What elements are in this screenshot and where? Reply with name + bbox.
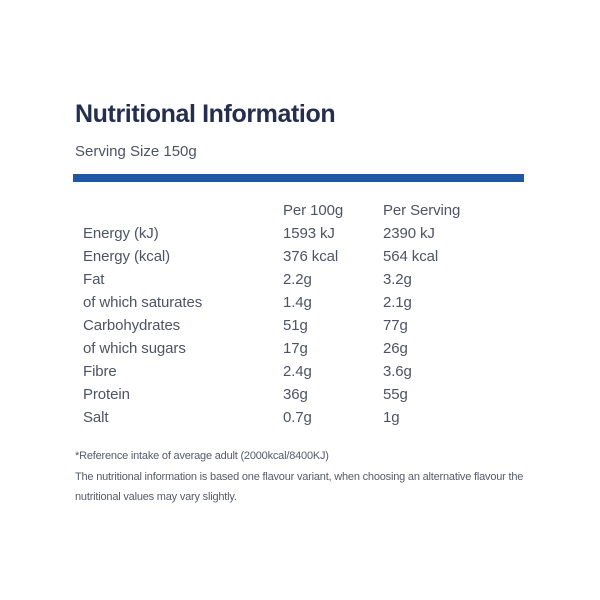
nutrition-table: Per 100g Per Serving Energy (kJ) 1593 kJ… bbox=[83, 199, 524, 429]
row-value-per-serving: 564 kcal bbox=[383, 248, 439, 265]
footnote-reference-intake: *Reference intake of average adult (2000… bbox=[75, 450, 329, 462]
row-value-per-serving: 1g bbox=[383, 409, 400, 426]
column-header-per-100g: Per 100g bbox=[283, 202, 344, 219]
row-value-per-serving: 3.2g bbox=[383, 271, 412, 288]
row-value-per-100g: 17g bbox=[283, 340, 308, 357]
row-label-saturates: of which saturates bbox=[83, 294, 203, 311]
row-value-per-100g: 36g bbox=[283, 386, 308, 403]
row-value-per-serving: 26g bbox=[383, 340, 408, 357]
row-value-per-100g: 51g bbox=[283, 317, 308, 334]
row-label-sugars: of which sugars bbox=[83, 340, 186, 357]
row-value-per-100g: 1593 kJ bbox=[283, 225, 335, 242]
row-value-per-serving: 3.6g bbox=[383, 363, 412, 380]
row-label-energy-kcal: Energy (kcal) bbox=[83, 248, 171, 265]
row-value-per-100g: 1.4g bbox=[283, 294, 312, 311]
row-value-per-serving: 55g bbox=[383, 386, 408, 403]
row-value-per-serving: 2.1g bbox=[383, 294, 412, 311]
footnote-disclaimer: The nutritional information is based one… bbox=[75, 470, 524, 504]
page-title: Nutritional Information bbox=[75, 100, 336, 128]
serving-size-label: Serving Size 150g bbox=[75, 143, 197, 160]
column-header-per-serving: Per Serving bbox=[383, 202, 461, 219]
row-label-carbohydrates: Carbohydrates bbox=[83, 317, 181, 334]
row-label-fat: Fat bbox=[83, 271, 105, 288]
row-label-salt: Salt bbox=[83, 409, 109, 426]
row-value-per-100g: 0.7g bbox=[283, 409, 312, 426]
row-value-per-serving: 77g bbox=[383, 317, 408, 334]
divider-bar bbox=[73, 174, 524, 182]
footnote: *Reference intake of average adult (2000… bbox=[75, 446, 541, 508]
row-label-fibre: Fibre bbox=[83, 363, 117, 380]
row-value-per-100g: 376 kcal bbox=[283, 248, 339, 265]
row-label-protein: Protein bbox=[83, 386, 130, 403]
row-label-energy-kj: Energy (kJ) bbox=[83, 225, 159, 242]
row-value-per-serving: 2390 kJ bbox=[383, 225, 435, 242]
row-value-per-100g: 2.4g bbox=[283, 363, 312, 380]
row-value-per-100g: 2.2g bbox=[283, 271, 312, 288]
column-header-spacer bbox=[83, 199, 283, 222]
